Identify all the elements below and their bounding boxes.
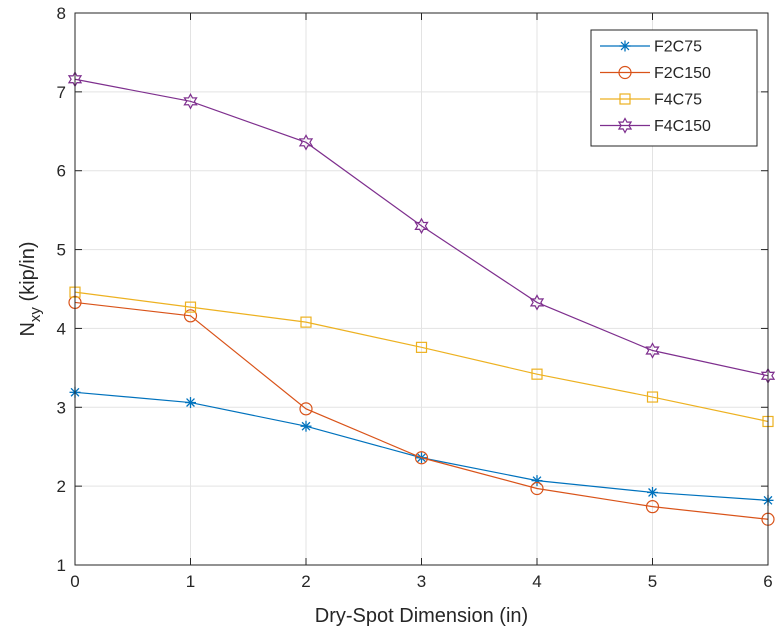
legend-entry: F4C75 <box>600 92 702 109</box>
y-tick-label: 4 <box>57 319 66 338</box>
marker-hexagram <box>645 342 660 359</box>
x-tick-label: 3 <box>417 572 426 591</box>
y-axis-label: Nxy (kip/in) <box>17 241 44 336</box>
y-tick-label: 3 <box>57 398 66 417</box>
marker-circle <box>530 481 544 496</box>
y-tick-labels: 1 2 3 4 5 6 7 8 <box>57 4 66 575</box>
marker-circle <box>414 451 429 465</box>
x-tick-label: 4 <box>532 572 541 591</box>
legend-box <box>590 29 758 147</box>
series-line <box>74 291 769 423</box>
x-tick-label: 0 <box>70 572 79 591</box>
marker-asterisk <box>185 397 196 409</box>
marker-asterisk-stroke <box>648 488 657 497</box>
legend-label: F2C75 <box>654 39 702 56</box>
y-tick-label: 6 <box>57 162 66 181</box>
y-tick-label: 2 <box>57 477 66 496</box>
x-tick-label: 5 <box>648 572 657 591</box>
series-line <box>74 301 769 520</box>
x-tick-labels: 0 1 2 3 4 5 6 <box>70 572 772 591</box>
marker-hexagram <box>529 294 545 311</box>
marker-asterisk <box>647 486 658 498</box>
series-layer <box>67 70 776 526</box>
marker-square <box>415 341 428 353</box>
x-axis-label: Dry-Spot Dimension (in) <box>315 605 528 627</box>
marker-hexagram <box>414 217 429 235</box>
series-line <box>74 78 769 377</box>
marker-asterisk-stroke <box>620 41 630 51</box>
marker-square <box>300 316 312 328</box>
marker-circle <box>645 500 660 514</box>
marker-hexagram <box>298 134 314 151</box>
marker-circle <box>183 309 198 323</box>
series-F4C75 <box>69 286 774 428</box>
legend-entry: F4C150 <box>600 117 711 135</box>
legend-entry: F2C75 <box>600 39 702 56</box>
y-axis-label-subscript: xy <box>27 307 44 323</box>
axis-ticks <box>74 12 769 566</box>
marker-asterisk <box>619 40 631 52</box>
x-tick-label: 1 <box>186 572 195 591</box>
marker-asterisk <box>300 420 312 432</box>
y-tick-label: 8 <box>57 4 66 23</box>
y-axis-label-main: N <box>17 322 39 336</box>
y-tick-label: 1 <box>57 556 66 575</box>
legend-label: F4C75 <box>654 92 702 109</box>
legend: F2C75 F2C150 F4C75 F4C150 <box>590 29 758 147</box>
x-tick-label: 2 <box>301 572 310 591</box>
y-tick-label: 5 <box>57 241 66 260</box>
legend-entry: F2C150 <box>600 65 711 82</box>
marker-square <box>646 391 659 403</box>
marker-asterisk-stroke <box>186 398 195 407</box>
marker-hexagram <box>617 117 633 134</box>
y-axis-label-unit: (kip/in) <box>17 241 39 307</box>
marker-square <box>619 93 631 105</box>
legend-label: F4C150 <box>654 118 711 135</box>
legend-label: F2C150 <box>654 65 711 82</box>
marker-hexagram <box>183 93 198 110</box>
marker-circle <box>618 65 632 80</box>
y-tick-label: 7 <box>57 83 66 102</box>
marker-asterisk-stroke <box>301 421 311 431</box>
marker-square <box>184 301 197 313</box>
marker-square <box>531 368 543 380</box>
marker-circle <box>299 402 313 416</box>
x-tick-label: 6 <box>763 572 772 591</box>
